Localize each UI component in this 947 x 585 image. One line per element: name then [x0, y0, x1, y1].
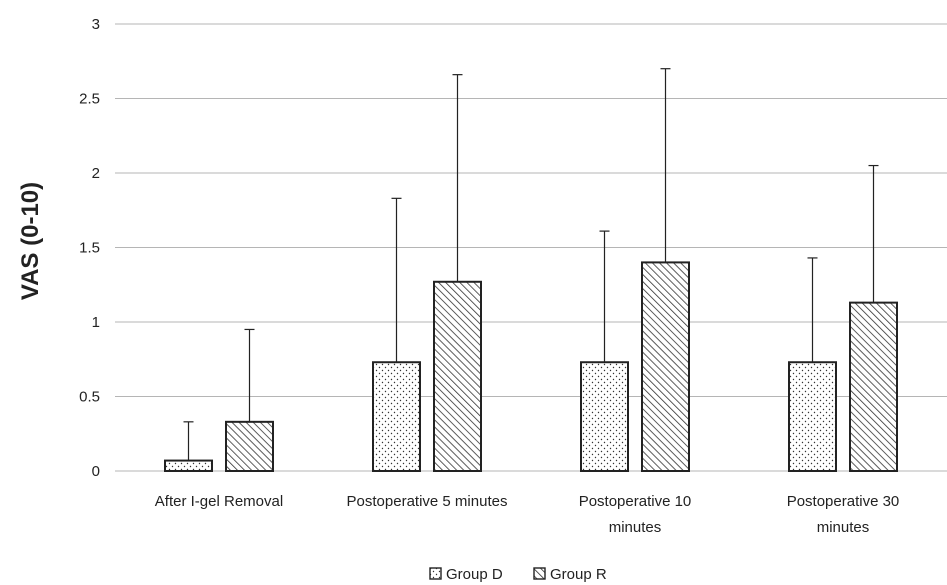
- x-category-label-line: After I-gel Removal: [155, 493, 283, 510]
- y-tick-label: 0: [92, 463, 100, 480]
- y-tick-label: 1: [92, 314, 100, 331]
- bar-group-d: [788, 361, 837, 473]
- y-tick-label: 1.5: [79, 240, 100, 257]
- legend-label: Group R: [550, 566, 607, 583]
- x-category-label: After I-gel Removal: [155, 493, 283, 510]
- x-category-label: Postoperative 30 minutes: [787, 493, 900, 536]
- gridlines: [115, 23, 947, 472]
- bars: [164, 261, 898, 473]
- legend-label: Group D: [446, 566, 503, 583]
- x-axis-labels: After I-gel Removal Postoperative 5 minut…: [155, 493, 899, 536]
- x-category-label: Postoperative 5 minutes: [347, 493, 508, 510]
- bar-group-d: [164, 459, 213, 473]
- bar-group-d: [580, 361, 629, 473]
- bar-group-r: [849, 301, 898, 472]
- y-tick-label: 2: [92, 165, 100, 182]
- error-bars: [183, 68, 879, 461]
- y-tick-label: 3: [92, 16, 100, 33]
- x-category-label-line: Postoperative 5 minutes: [347, 493, 508, 510]
- x-category-label-line: Postoperative 30: [787, 493, 900, 510]
- legend: Group D Group R: [429, 566, 607, 583]
- bar-group-r: [433, 280, 482, 472]
- x-category-label-line: minutes: [817, 519, 870, 536]
- bar-group-r: [641, 261, 690, 472]
- bar-group-d: [372, 361, 421, 473]
- legend-swatch: [429, 567, 442, 580]
- y-tick-label: 0.5: [79, 389, 100, 406]
- x-category-label-line: minutes: [609, 519, 662, 536]
- y-tick-label: 2.5: [79, 91, 100, 108]
- legend-swatch: [533, 567, 546, 580]
- y-axis-ticks: 0 0.5 1 1.5 2 2.5 3: [79, 16, 100, 480]
- x-category-label: Postoperative 10 minutes: [579, 493, 692, 536]
- y-axis-title: VAS (0-10): [17, 182, 44, 300]
- x-category-label-line: Postoperative 10: [579, 493, 692, 510]
- bar-group-r: [225, 420, 274, 472]
